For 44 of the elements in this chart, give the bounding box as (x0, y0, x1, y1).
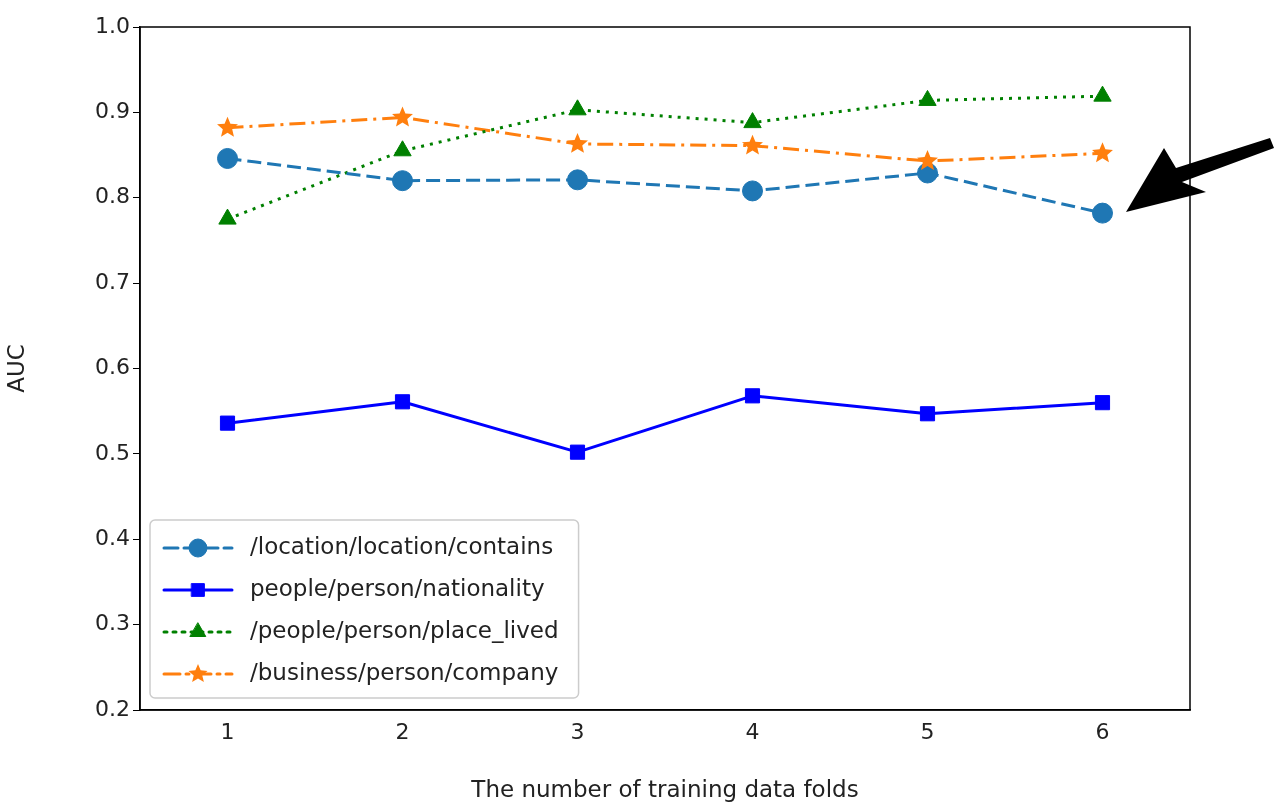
point (1094, 395, 1111, 411)
x-tick-label: 1 (220, 718, 235, 744)
y-tick-label: 0.2 (95, 695, 130, 721)
point (742, 134, 763, 155)
point (1092, 202, 1113, 224)
point (217, 147, 238, 169)
point (569, 444, 586, 460)
y-tick-label: 1.0 (95, 12, 130, 38)
legend-label: /business/person/company (250, 658, 559, 685)
point (744, 388, 761, 404)
legend-label: /location/location/contains (250, 532, 554, 559)
x-tick-label: 3 (570, 718, 585, 744)
point (219, 415, 236, 431)
point (567, 132, 588, 153)
y-tick-label: 0.7 (95, 268, 130, 294)
point (393, 140, 412, 157)
y-tick-label: 0.3 (95, 610, 130, 636)
point (1093, 85, 1112, 102)
x-tick-label: 5 (920, 718, 935, 744)
legend-label: /people/person/place_lived (250, 616, 559, 643)
point (218, 208, 237, 225)
point (567, 169, 588, 191)
point (919, 406, 936, 422)
y-tick-label: 0.5 (95, 439, 130, 465)
y-tick-label: 0.8 (95, 183, 130, 209)
x-tick-label: 6 (1095, 718, 1110, 744)
y-tick-label: 0.6 (95, 354, 130, 380)
point (743, 112, 762, 129)
point (1092, 142, 1113, 163)
point (917, 150, 938, 170)
point (392, 170, 413, 192)
y-tick-label: 0.4 (95, 524, 130, 550)
point (394, 394, 411, 410)
point (918, 89, 937, 106)
y-tick-label: 0.9 (95, 98, 130, 124)
legend-label: people/person/nationality (250, 574, 545, 601)
y-axis-title: AUC (2, 344, 29, 393)
x-axis-title: The number of training data folds (470, 776, 859, 803)
point (742, 180, 763, 202)
point (568, 99, 587, 116)
x-tick-label: 2 (395, 718, 410, 744)
point (392, 106, 413, 127)
point (217, 116, 238, 137)
x-tick-label: 4 (745, 718, 760, 744)
